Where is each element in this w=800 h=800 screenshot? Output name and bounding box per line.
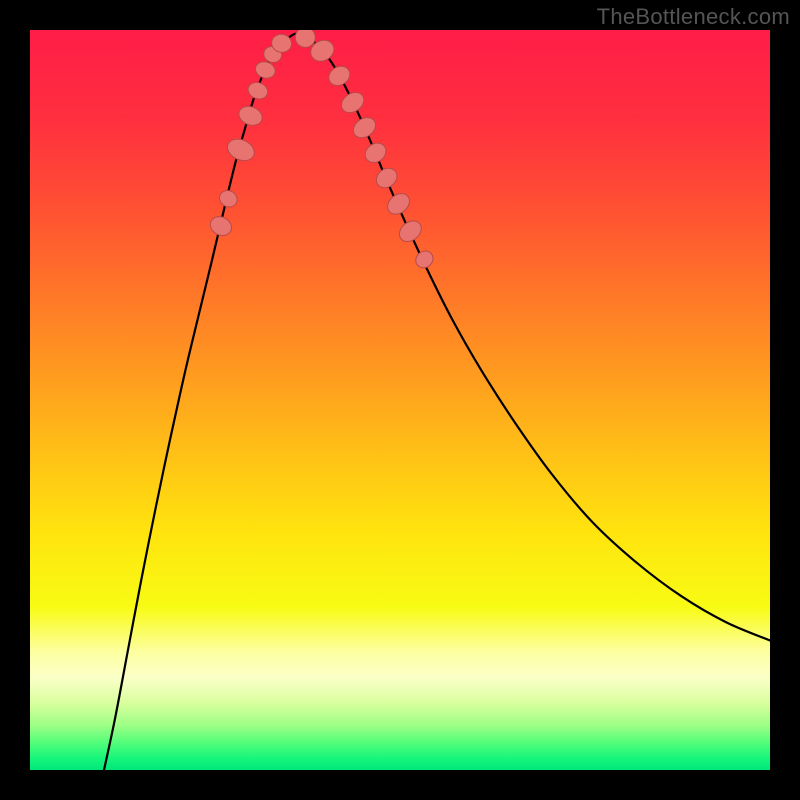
plot-background-gradient (30, 30, 770, 770)
watermark-text: TheBottleneck.com (597, 4, 790, 30)
bottleneck-chart (0, 0, 800, 800)
